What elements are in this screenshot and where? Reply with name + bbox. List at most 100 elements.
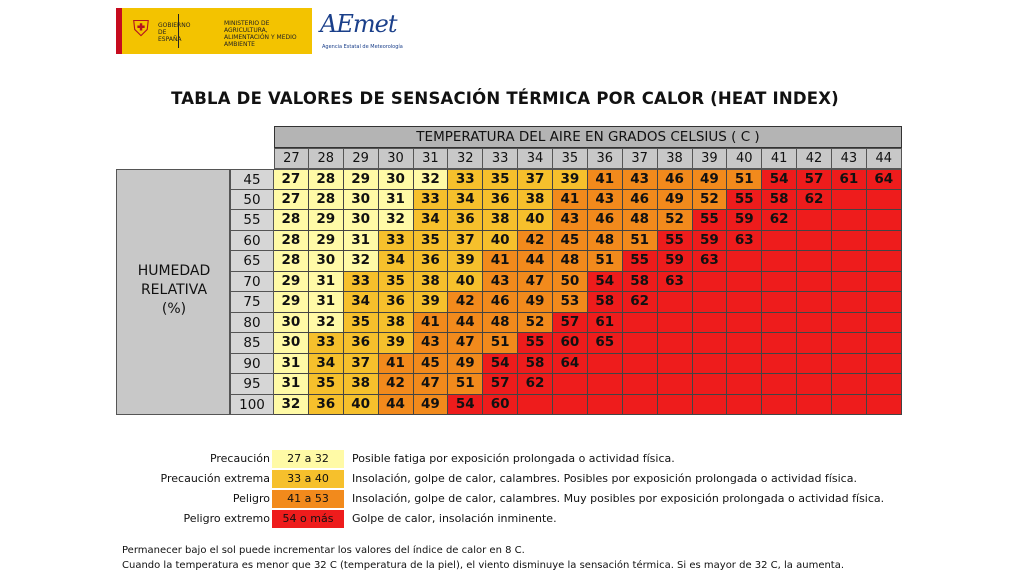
heat-index-cell: 55 [727, 189, 763, 210]
heat-index-cell: 33 [448, 169, 484, 190]
heat-index-cell: 48 [553, 251, 588, 272]
temperature-column-header: 27 [274, 148, 309, 169]
heat-index-cell: 51 [448, 374, 484, 395]
heat-index-cell: 36 [483, 189, 519, 210]
heat-index-cell [657, 394, 693, 415]
table-row: 55 28 29 30 32 34 36 38 40 43 46 48 52 55 59 62 [230, 210, 902, 231]
heat-index-cell: 55 [657, 230, 693, 251]
humidity-row-header: 90 [230, 353, 274, 374]
heat-index-cell [832, 333, 867, 354]
table-body: 45 27 28 29 30 32 33 35 37 39 41 43 46 49 51 54 57 61 64 50… [230, 169, 902, 415]
legend-row: Precaución extrema 33 a 40 Insolación, gol… [120, 470, 920, 488]
heat-index-cell: 32 [378, 210, 414, 231]
heat-index-cell [762, 374, 798, 395]
heat-index-cell [692, 374, 728, 395]
heat-index-cell: 59 [692, 230, 728, 251]
heat-index-cell [832, 312, 867, 333]
heat-index-cell: 49 [518, 292, 553, 313]
heat-index-cell: 36 [378, 292, 414, 313]
heat-index-cell: 32 [343, 251, 379, 272]
heat-index-cell [727, 394, 763, 415]
heat-index-cell: 27 [274, 189, 309, 210]
heat-index-cell: 55 [622, 251, 658, 272]
heat-index-cell [762, 394, 798, 415]
legend-row: Peligro 41 a 53 Insolación, golpe de calor… [120, 490, 920, 508]
humidity-label-line: HUMEDAD [137, 263, 211, 279]
heat-index-cell [657, 374, 693, 395]
heat-index-cell: 39 [378, 333, 414, 354]
heat-index-cell [727, 312, 763, 333]
humidity-label-line: (%) [161, 301, 187, 317]
heat-index-cell [518, 394, 553, 415]
heat-index-cell: 40 [448, 271, 484, 292]
heat-index-cell [727, 374, 763, 395]
heat-index-cell [866, 230, 902, 251]
flag-stripe [116, 8, 122, 54]
temperature-column-header: 39 [692, 148, 728, 169]
heat-index-cell [762, 251, 798, 272]
heat-index-cell: 33 [308, 333, 344, 354]
heat-index-cell: 60 [553, 333, 588, 354]
heat-index-cell: 59 [727, 210, 763, 231]
heat-index-cell [866, 312, 902, 333]
aemet-name: AEmet [320, 10, 397, 38]
heat-index-cell [727, 251, 763, 272]
heat-index-cell [797, 374, 832, 395]
heat-index-cell [866, 333, 902, 354]
heat-index-cell: 42 [518, 230, 553, 251]
heat-index-cell: 31 [308, 292, 344, 313]
heat-index-cell: 31 [378, 189, 414, 210]
heat-index-cell: 35 [378, 271, 414, 292]
heat-index-cell: 41 [553, 189, 588, 210]
heat-index-cell: 47 [413, 374, 449, 395]
heat-index-cell: 64 [866, 169, 902, 190]
legend-range: 27 a 32 [272, 450, 344, 468]
heat-index-cell [832, 230, 867, 251]
temperature-column-header: 35 [553, 148, 588, 169]
heat-index-cell: 48 [622, 210, 658, 231]
heat-index-cell: 30 [308, 251, 344, 272]
heat-index-cell [692, 353, 728, 374]
humidity-label-line: RELATIVA [140, 282, 208, 298]
heat-index-cell: 42 [448, 292, 484, 313]
heat-index-cell [692, 394, 728, 415]
heat-index-cell [622, 333, 658, 354]
temperature-column-header: 43 [832, 148, 867, 169]
legend-label: Precaución [209, 452, 270, 465]
heat-index-cell: 33 [413, 189, 449, 210]
heat-index-cell [657, 312, 693, 333]
heat-index-cell: 40 [518, 210, 553, 231]
heat-index-cell: 27 [274, 169, 309, 190]
heat-index-cell: 58 [518, 353, 553, 374]
heat-index-cell [762, 333, 798, 354]
heat-index-cell: 43 [413, 333, 449, 354]
temperature-header: TEMPERATURA DEL AIRE EN GRADOS CELSIUS (… [274, 126, 902, 148]
temperature-column-header: 28 [308, 148, 344, 169]
heat-index-cell: 42 [378, 374, 414, 395]
heat-index-cell [762, 230, 798, 251]
heat-index-cell: 34 [413, 210, 449, 231]
heat-index-cell: 34 [378, 251, 414, 272]
humidity-row-header: 80 [230, 312, 274, 333]
government-text: GOBIERNO DE ESPAÑA [158, 22, 191, 43]
temperature-column-header: 40 [727, 148, 763, 169]
heat-index-cell [657, 292, 693, 313]
heat-index-cell [657, 333, 693, 354]
table-row: 85 30 33 36 39 43 47 51 55 60 65 [230, 333, 902, 354]
heat-index-cell [692, 312, 728, 333]
heat-index-cell [553, 394, 588, 415]
heat-index-cell [797, 394, 832, 415]
heat-index-cell [866, 353, 902, 374]
heat-index-cell: 61 [832, 169, 867, 190]
heat-index-cell: 28 [274, 251, 309, 272]
heat-index-cell: 51 [587, 251, 623, 272]
temperature-column-header: 37 [622, 148, 658, 169]
heat-index-cell [866, 394, 902, 415]
heat-index-cell: 62 [622, 292, 658, 313]
heat-index-cell: 35 [343, 312, 379, 333]
legend-description: Insolación, golpe de calor, calambres. M… [352, 492, 885, 505]
legend-label: Peligro [232, 492, 270, 505]
heat-index-cell: 28 [274, 210, 309, 231]
heat-index-cell: 62 [518, 374, 553, 395]
heat-index-cell: 58 [762, 189, 798, 210]
